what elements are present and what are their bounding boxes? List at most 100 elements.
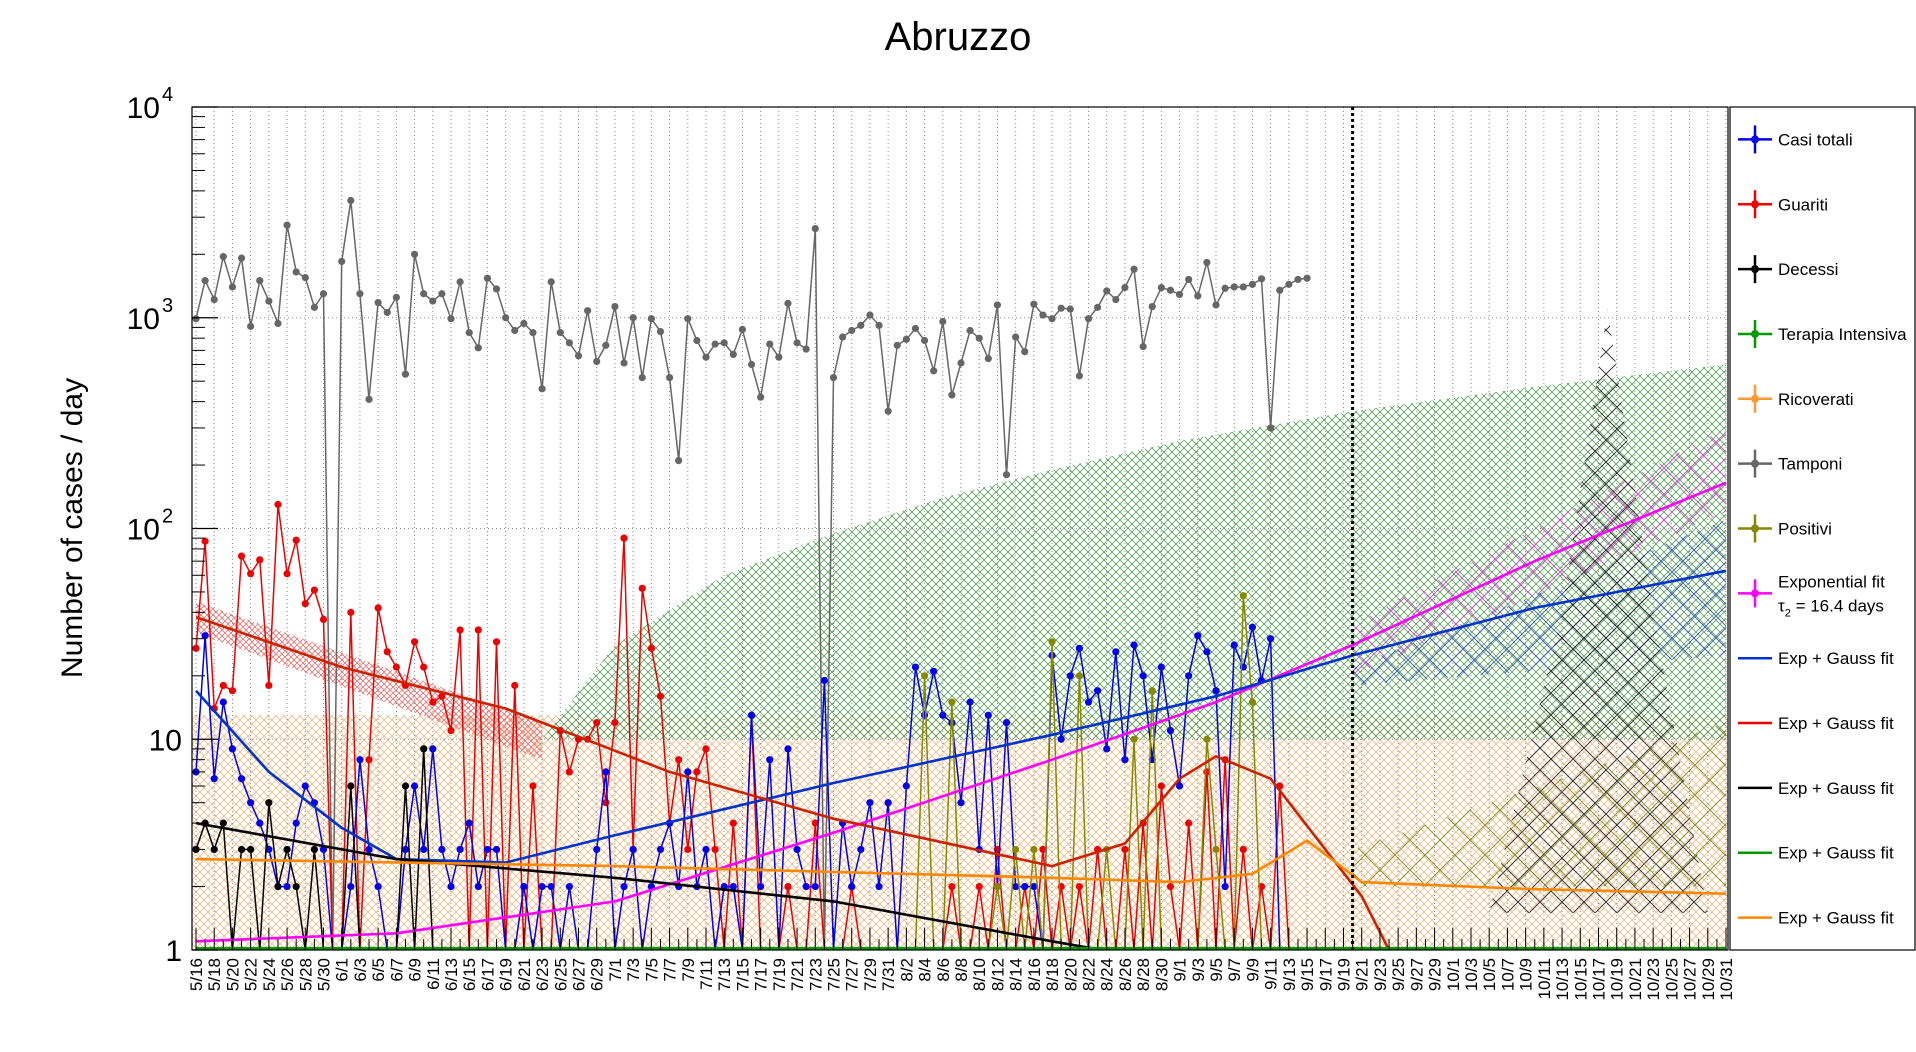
data-point <box>593 718 601 727</box>
fit-curve <box>195 481 1727 943</box>
data-point <box>966 326 974 335</box>
data-point <box>1075 882 1083 891</box>
legend-label: Exp + Gauss fit <box>1778 649 1894 668</box>
x-tick-label: 10/31 <box>1717 958 1736 1001</box>
data-point <box>611 302 619 311</box>
data-point <box>993 301 1002 309</box>
data-point <box>292 882 300 891</box>
data-point <box>192 644 200 652</box>
data-point <box>429 698 437 706</box>
data-point <box>647 315 655 323</box>
data-point <box>547 882 555 891</box>
data-point <box>766 756 774 764</box>
data-point <box>930 667 938 675</box>
x-tick-label: 8/4 <box>916 958 935 982</box>
data-point <box>1148 687 1156 695</box>
data-point <box>729 350 737 359</box>
data-point <box>1012 333 1020 341</box>
data-point <box>702 845 710 854</box>
data-point <box>857 845 865 854</box>
data-point <box>228 745 237 753</box>
fit-curve <box>195 569 1727 864</box>
data-point <box>829 374 838 382</box>
x-tick-label: 8/8 <box>952 958 971 982</box>
data-point <box>392 293 400 301</box>
data-point <box>1121 284 1129 292</box>
data-point <box>301 274 309 282</box>
data-point <box>310 586 318 594</box>
x-tick-label: 9/15 <box>1298 958 1317 991</box>
x-tick-label: 6/19 <box>497 958 516 991</box>
data-point <box>274 882 282 891</box>
y-tick-label: 1 <box>165 935 182 968</box>
data-point <box>502 314 510 322</box>
x-tick-label: 5/26 <box>278 958 297 991</box>
data-point <box>793 845 801 854</box>
data-point <box>1230 283 1238 291</box>
data-point <box>338 257 346 266</box>
data-point <box>447 726 455 735</box>
data-point <box>283 221 291 229</box>
data-point <box>374 299 382 307</box>
data-point <box>310 303 318 311</box>
data-point <box>392 663 400 671</box>
data-point <box>857 321 865 329</box>
data-point <box>210 845 218 854</box>
positivi-band <box>1352 722 1726 887</box>
data-point <box>656 692 665 700</box>
data-point <box>757 882 765 891</box>
x-tick-label: 9/27 <box>1407 958 1426 991</box>
data-point <box>729 819 737 827</box>
x-tick-label: 10/5 <box>1480 958 1499 991</box>
data-point <box>292 819 300 827</box>
data-point <box>1030 300 1038 308</box>
data-point <box>1194 632 1202 640</box>
data-point <box>1002 471 1011 479</box>
data-point <box>1012 845 1020 854</box>
data-point <box>684 315 692 323</box>
data-point <box>784 882 792 891</box>
guariti-band <box>196 601 543 760</box>
data-point <box>247 845 255 854</box>
data-point <box>237 775 246 783</box>
data-point <box>875 321 883 329</box>
data-point <box>256 277 264 285</box>
data-point <box>1021 348 1029 356</box>
data-point <box>237 254 246 262</box>
data-point <box>1075 672 1083 680</box>
x-tick-label: 6/21 <box>515 958 534 991</box>
x-tick-label: 5/24 <box>260 958 279 991</box>
data-point <box>192 315 200 323</box>
data-point <box>939 317 947 326</box>
data-point <box>884 407 892 415</box>
legend-swatch-marker <box>1751 200 1759 209</box>
data-point <box>1094 687 1102 695</box>
data-point <box>1112 295 1120 304</box>
legend-label-secondary: τ2 = 16.4 days <box>1778 596 1884 619</box>
x-tick-label: 7/27 <box>843 958 862 991</box>
data-point <box>1157 663 1165 671</box>
x-tick-label: 8/12 <box>988 958 1007 991</box>
data-point <box>237 845 246 854</box>
data-point <box>684 845 692 854</box>
data-point <box>1148 302 1156 311</box>
data-point <box>383 308 391 317</box>
legend-label: Decessi <box>1778 260 1838 279</box>
legend-swatch-marker <box>1751 394 1759 403</box>
data-point <box>529 782 537 790</box>
data-point <box>201 537 209 545</box>
data-point <box>210 295 218 304</box>
y-tick-exponent: 4 <box>162 84 173 106</box>
y-tick-label: 10 <box>149 724 182 757</box>
data-point <box>228 687 237 695</box>
data-point <box>811 224 819 233</box>
data-point <box>875 882 883 891</box>
data-point <box>456 626 464 634</box>
x-tick-label: 8/2 <box>897 958 916 982</box>
data-point <box>1121 845 1129 854</box>
data-point <box>456 845 464 854</box>
data-point <box>602 799 610 807</box>
data-point <box>629 314 637 322</box>
data-point <box>920 672 929 680</box>
data-point <box>638 584 646 592</box>
